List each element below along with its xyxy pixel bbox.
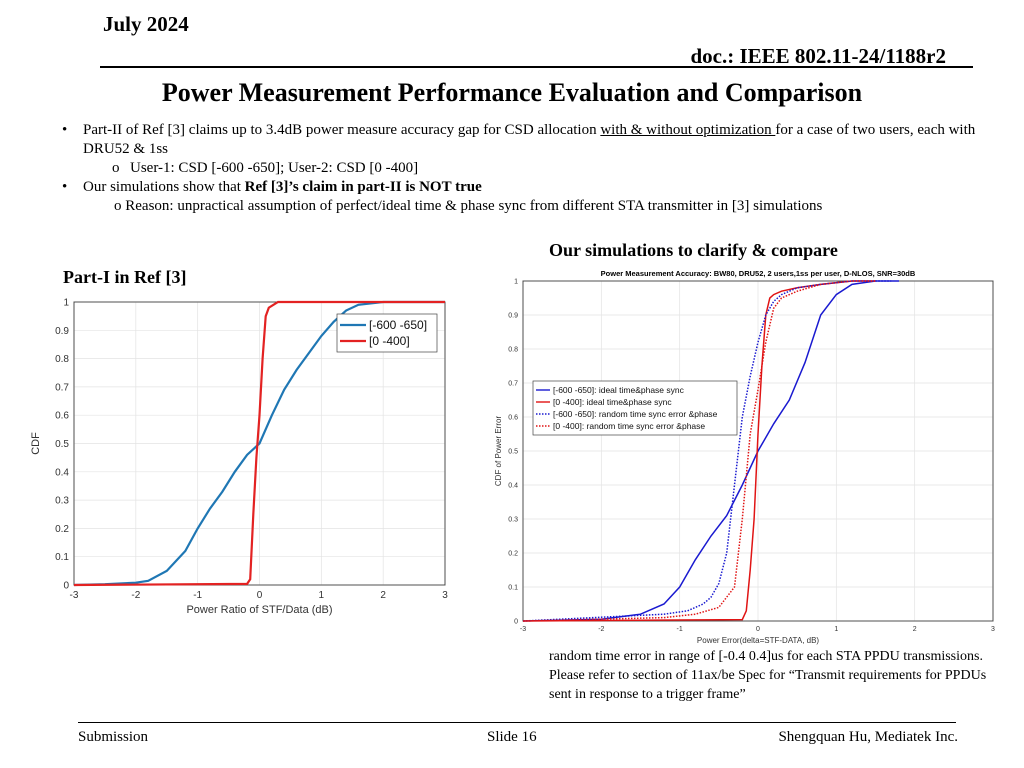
sub-bullet-text: User-1: CSD [-600 -650]; User-2: CSD [0 …: [130, 160, 419, 176]
simulation-note: random time error in range of [-0.4 0.4]…: [549, 649, 987, 702]
x-tick-label: -3: [520, 626, 526, 633]
y-tick-label: 0.3: [508, 516, 518, 523]
y-tick-label: 0.1: [508, 584, 518, 591]
legend-box: [336, 313, 438, 353]
legend-box: [532, 380, 738, 436]
y-axis-label: CDF of Power Error: [494, 416, 503, 487]
header-date: July 2024: [103, 12, 189, 36]
legend-entry: [0 -400]: random time sync error &phase: [553, 421, 705, 431]
y-tick-label: 0.7: [55, 382, 69, 393]
y-tick-label: 0.8: [508, 346, 518, 353]
x-axis-label: Power Error(delta=STF-DATA, dB): [697, 636, 820, 645]
x-tick-label: 1: [834, 626, 838, 633]
header-divider: [100, 66, 973, 68]
x-axis-label: Power Ratio of STF/Data (dB): [186, 604, 332, 616]
x-tick-label: -1: [193, 590, 202, 601]
y-tick-label: 0.6: [508, 414, 518, 421]
bullet-text: Part-II of Ref [3] claims up to 3.4dB po…: [83, 122, 601, 138]
caption-our-simulations: Our simulations to clarify & compare: [549, 240, 838, 260]
y-tick-label: 0.5: [508, 448, 518, 455]
y-tick-label: 0: [63, 581, 69, 592]
plot-border: [522, 280, 994, 622]
sub-bullet-marker: o: [112, 160, 120, 176]
legend-entry: [0 -400]: ideal time&phase sync: [553, 397, 672, 407]
y-tick-label: 0.9: [508, 312, 518, 319]
bullet-list: Part-II of Ref [3] claims up to 3.4dB po…: [62, 121, 1002, 216]
y-tick-label: 0.2: [508, 550, 518, 557]
chart-title: Power Measurement Accuracy: BW80, DRU52,…: [601, 269, 916, 278]
slide-title: Power Measurement Performance Evaluation…: [161, 78, 863, 107]
plot-border: [73, 301, 446, 586]
y-tick-label: 0.8: [55, 354, 69, 365]
x-tick-label: 3: [991, 626, 995, 633]
y-tick-label: 0.7: [508, 380, 518, 387]
y-tick-label: 1: [63, 298, 69, 309]
bullet-item: Part-II of Ref [3] claims up to 3.4dB po…: [62, 121, 1002, 159]
x-tick-label: -2: [598, 626, 604, 633]
x-tick-label: 0: [257, 590, 263, 601]
legend-entry: [-600 -650]: random time sync error &pha…: [553, 409, 718, 419]
x-tick-label: 1: [319, 590, 325, 601]
y-tick-label: 1: [514, 278, 518, 285]
bullet-bold-text: Ref [3]’s claim in part-II is NOT true: [244, 179, 482, 195]
x-tick-label: 2: [380, 590, 386, 601]
series-line: [522, 280, 892, 622]
legend-entry: [0 -400]: [369, 334, 410, 348]
series-line: [522, 280, 876, 622]
sub-bullet-item: o User-1: CSD [-600 -650]; User-2: CSD […: [62, 159, 1002, 178]
chart-left: -3 -2 -1 0 1 2 3 0 0.1 0.2 0.3 0.4 0.5 0.6 0.7 0.8 0.9 1 P…: [30, 298, 448, 617]
bullet-text: Our simulations show that: [83, 179, 245, 195]
y-tick-label: 0: [514, 618, 518, 625]
x-tick-label: -3: [70, 590, 79, 601]
series-line: [522, 280, 899, 622]
x-tick-label: -2: [131, 590, 140, 601]
series-line: [73, 300, 445, 587]
bullet-underline-text: with & without optimization: [600, 122, 776, 138]
series-line: [73, 300, 445, 587]
legend-entry: [-600 -650]: ideal time&phase sync: [553, 385, 685, 395]
y-tick-label: 0.3: [55, 496, 69, 507]
y-tick-label: 0.4: [55, 467, 69, 478]
bullet-item: Our simulations show that Ref [3]’s clai…: [62, 178, 1002, 197]
header-doc-id: doc.: IEEE 802.11-24/1188r2: [690, 44, 946, 68]
footer-author: Shengquan Hu, Mediatek Inc.: [778, 729, 958, 745]
y-axis-label: CDF: [30, 432, 42, 455]
y-tick-label: 0.4: [508, 482, 518, 489]
x-tick-label: -1: [677, 626, 683, 633]
footer-divider: [78, 722, 956, 723]
caption-ref-part1: Part-I in Ref [3]: [63, 267, 187, 287]
chart-right: -3 -2 -1 0 1 2 3 0 0.1 0.2 0.3 0.4 0.5 0.6 0.7 0.8 0.9 1 P…: [494, 269, 995, 645]
legend-entry: [-600 -650]: [369, 318, 427, 332]
y-tick-label: 0.6: [55, 411, 69, 422]
x-tick-label: 2: [913, 626, 917, 633]
y-tick-label: 0.5: [55, 439, 69, 450]
x-tick-label: 3: [442, 590, 448, 601]
y-tick-label: 0.9: [55, 326, 69, 337]
sub-bullet-text: o Reason: unpractical assumption of perf…: [114, 198, 823, 214]
y-tick-label: 0.1: [55, 552, 69, 563]
footer-submission: Submission: [78, 729, 149, 745]
sub-bullet-item: o Reason: unpractical assumption of perf…: [62, 197, 1002, 216]
footer-slide-number: Slide 16: [487, 729, 537, 745]
bullet-text: for a case of two users, each with DRU52…: [83, 122, 976, 157]
y-tick-label: 0.2: [55, 524, 69, 535]
x-tick-label: 0: [756, 626, 760, 633]
